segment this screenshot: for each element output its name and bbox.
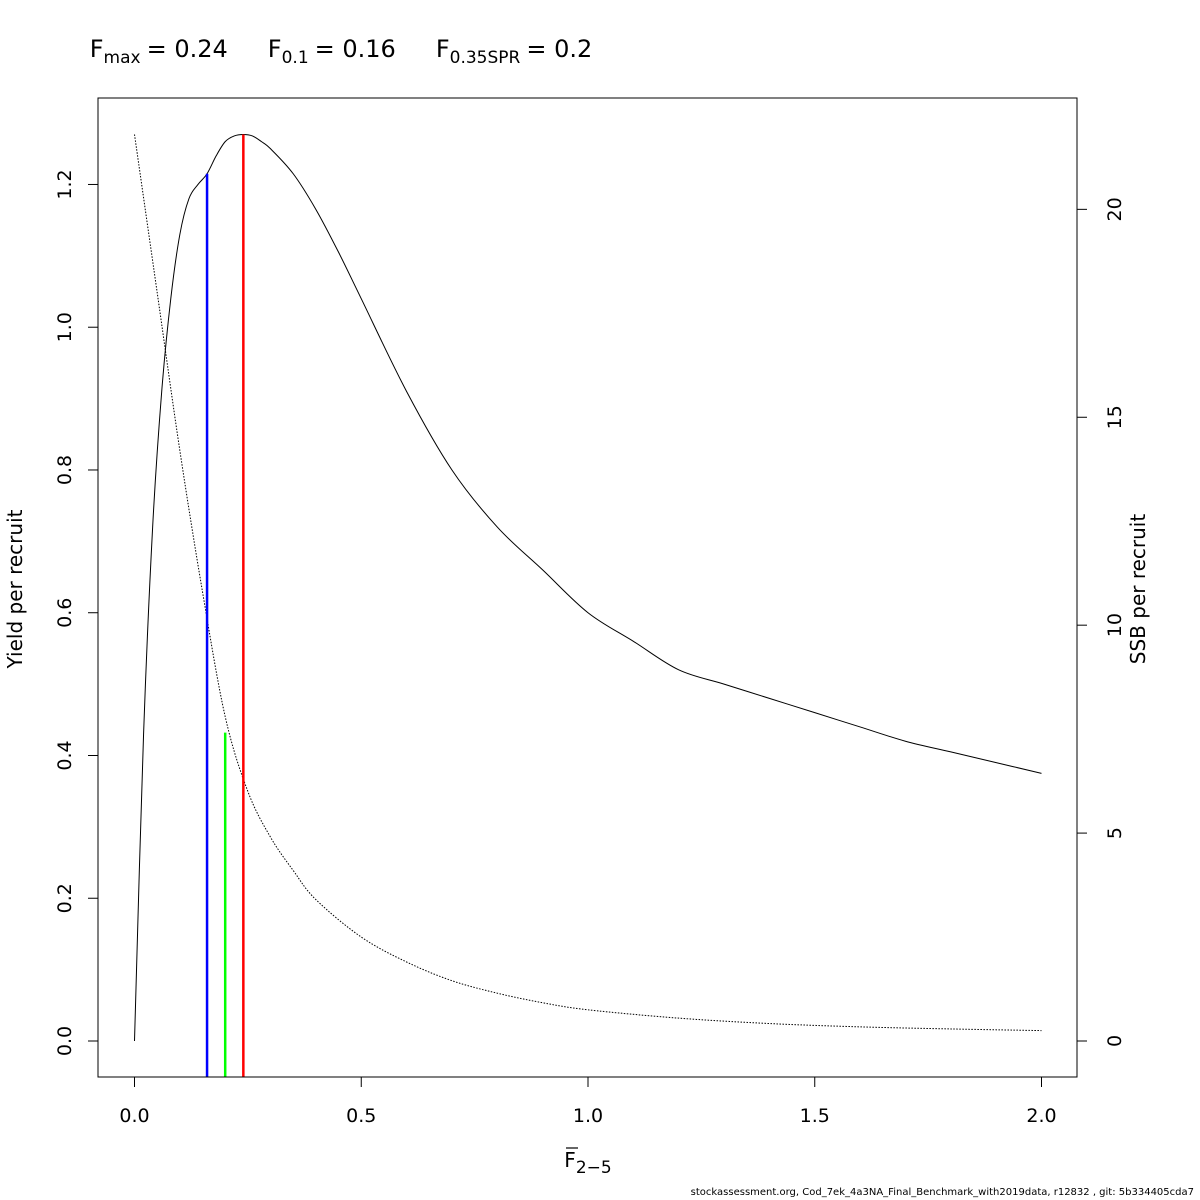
x-tick-label: 0.0 <box>119 1105 149 1127</box>
title-fmax-sub: max <box>104 48 141 68</box>
x-tick-label: 1.5 <box>800 1105 830 1127</box>
y-tick-label: 0.0 <box>54 1026 76 1056</box>
title-f01-value: = 0.16 <box>315 35 396 63</box>
reference-lines-layer <box>205 134 245 1077</box>
y-axis-right-label: SSB per recruit <box>1126 514 1150 665</box>
x-axis-label-main: F <box>564 1148 576 1172</box>
x-tick-label: 0.5 <box>346 1105 376 1127</box>
x-tick-label: 2.0 <box>1026 1105 1056 1127</box>
y-right-tick-label: 15 <box>1104 405 1126 429</box>
footer-caption: stockassessment.org, Cod_7ek_4a3NA_Final… <box>690 1187 1194 1198</box>
title-fmax-label: F <box>90 35 104 63</box>
x-tick-label: 1.0 <box>573 1105 603 1127</box>
y-right-tick-label: 10 <box>1104 613 1126 637</box>
y-tick-label: 1.2 <box>54 169 76 199</box>
plot-frame <box>97 97 1078 1078</box>
y-axis-left: 0.0 0.2 0.4 0.6 0.8 1.0 1.2 <box>54 169 99 1056</box>
y-tick-label: 0.4 <box>54 740 76 770</box>
y-tick-label: 1.0 <box>54 312 76 342</box>
x-axis-label: F2−5 <box>564 1148 611 1178</box>
title-fspr-label: F <box>436 35 450 63</box>
ssb-per-recruit-line <box>134 134 1042 1032</box>
title-fspr-sub: 0.35SPR <box>450 48 521 68</box>
y-tick-label: 0.2 <box>54 883 76 913</box>
x-axis: 0.0 0.5 1.0 1.5 2.0 <box>119 1076 1057 1127</box>
series-layer <box>134 133 1042 1042</box>
title-fspr-value: = 0.2 <box>526 35 592 63</box>
y-tick-label: 0.6 <box>54 598 76 628</box>
yield-per-recruit-line <box>134 133 1042 1042</box>
title-fmax-value: = 0.24 <box>147 35 228 63</box>
y-right-tick-label: 0 <box>1104 1035 1126 1047</box>
y-tick-label: 0.8 <box>54 455 76 485</box>
y-right-tick-label: 5 <box>1104 827 1126 839</box>
y-axis-right: 0 5 10 15 20 <box>1076 197 1126 1047</box>
title-f01-sub: 0.1 <box>282 48 309 68</box>
x-axis-label-sub: 2−5 <box>576 1158 612 1178</box>
y-axis-left-label: Yield per recruit <box>3 509 27 669</box>
y-right-tick-label: 20 <box>1104 197 1126 221</box>
title-f01-label: F <box>268 35 282 63</box>
chart-title: Fmax = 0.24 F0.1 = 0.16 F0.35SPR = 0.2 <box>90 35 593 68</box>
